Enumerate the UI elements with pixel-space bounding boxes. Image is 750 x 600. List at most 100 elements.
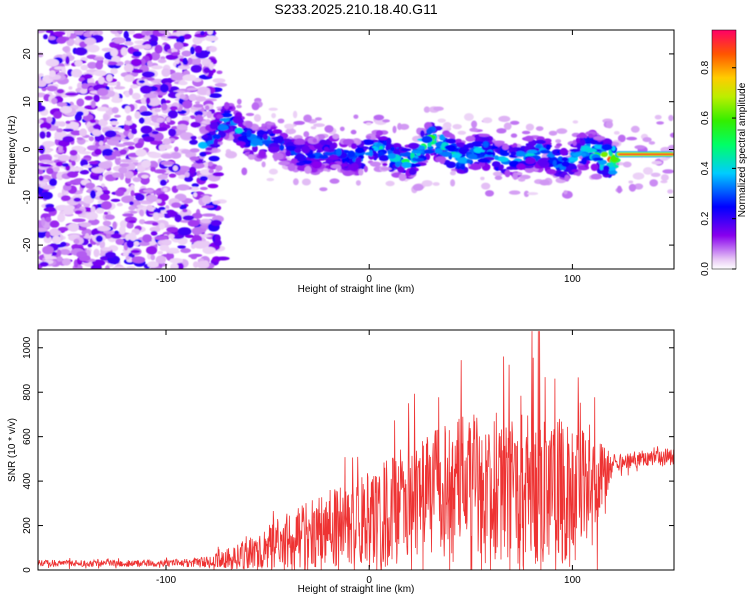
spectrogram-ridge-blob <box>323 151 335 155</box>
spectrogram-ridge-blob <box>261 140 272 145</box>
spectrogram-ridge-blob <box>414 158 425 162</box>
spectrogram-noise-blob <box>80 64 89 71</box>
spectrogram-noise-blob <box>165 100 171 104</box>
spectrogram-halo-blob <box>660 180 668 184</box>
spectrogram-noise-blob <box>122 252 129 257</box>
spectrogram-halo-blob <box>382 119 390 123</box>
spectrogram-ridge-blob <box>433 126 443 131</box>
spectrogram-noise-blob <box>136 204 144 208</box>
spectrogram-noise-blob <box>191 162 205 169</box>
spectrogram-noise-blob <box>106 74 113 83</box>
spectrogram-ridge-blob <box>479 152 485 156</box>
spectrogram-ridge-blob <box>580 152 587 157</box>
spectrogram-noise-blob <box>110 68 118 75</box>
spectrogram-noise-blob <box>90 190 96 199</box>
spectrogram-noise-blob <box>87 61 98 69</box>
spectrogram-noise-blob <box>190 46 195 55</box>
spectrogram-halo-blob <box>261 161 266 168</box>
spectrogram-noise-blob <box>146 245 158 255</box>
spectrogram-noise-blob <box>151 222 159 226</box>
spectrogram-noise-blob <box>166 209 175 214</box>
spectrogram-noise-blob <box>103 59 109 65</box>
spectrogram-noise-blob <box>39 131 46 139</box>
spectrogram-noise-blob <box>101 47 114 52</box>
spectrogram-ridge-blob <box>364 152 374 156</box>
spectrogram-noise-blob <box>143 189 154 193</box>
spectrogram-noise-blob <box>170 263 179 269</box>
spectrogram-ridge-blob <box>285 150 291 157</box>
spectrogram-ridge-blob <box>594 143 603 150</box>
spectrogram-noise-blob <box>123 30 129 39</box>
spectrogram-y-tick-label: 10 <box>22 96 33 108</box>
spectrogram-halo-blob <box>626 136 638 141</box>
spectrogram-noise-blob <box>171 51 181 56</box>
spectrogram-halo-blob <box>548 130 558 136</box>
spectrogram-noise-blob <box>158 213 165 218</box>
spectrogram-noise-blob <box>123 124 130 132</box>
spectrogram-noise-blob <box>38 119 44 124</box>
spectrogram-halo-blob <box>628 183 637 192</box>
spectrogram-halo-blob <box>651 160 663 165</box>
spectrogram-halo-blob <box>523 190 530 197</box>
spectrogram-noise-blob <box>182 100 193 109</box>
spectrogram-noise-blob <box>116 202 123 207</box>
spectrogram-noise-blob <box>72 218 86 223</box>
spectrogram-ridge-blob <box>545 144 551 151</box>
spectrogram-noise-blob <box>195 101 200 105</box>
spectrogram-ridge-blob <box>572 152 582 157</box>
snr-y-tick-label: 200 <box>22 517 33 534</box>
spectrogram-halo-blob <box>440 126 447 131</box>
colorbar-tick-label: 0.6 <box>700 111 711 125</box>
spectrogram-halo-blob <box>563 190 568 195</box>
spectrogram-halo-blob <box>572 120 579 124</box>
spectrogram-ridge-blob <box>258 150 267 158</box>
spectrogram-ridge-blob <box>350 166 355 171</box>
spectrogram-noise-blob <box>196 260 210 269</box>
spectrogram-halo-blob <box>365 122 372 126</box>
spectrogram-halo-blob <box>622 161 632 168</box>
spectrogram-ridge-blob <box>499 164 504 170</box>
spectrogram-halo-blob <box>654 114 662 120</box>
snr-y-tick-label: 600 <box>22 428 33 445</box>
spectrogram-noise-blob <box>74 47 88 56</box>
spectrogram-noise-blob <box>169 106 178 111</box>
spectrogram-noise-blob <box>157 193 169 202</box>
spectrogram-halo-blob <box>656 121 664 125</box>
spectrogram-noise-blob <box>112 266 127 269</box>
spectrogram-noise-blob <box>55 161 64 167</box>
snr-panel: -100 0 100 0 200 400 600 800 1000 Height of str… <box>7 329 675 595</box>
spectrogram-noise-blob <box>201 213 216 217</box>
spectrogram-halo-blob <box>667 144 674 152</box>
spectrogram-ridge-blob <box>421 135 433 144</box>
spectrogram-halo-blob <box>329 178 340 184</box>
spectrogram-noise-blob <box>195 96 207 102</box>
spectrogram-noise-blob <box>114 114 121 118</box>
spectrogram-noise-blob <box>200 224 211 229</box>
spectrogram-noise-blob <box>205 35 219 42</box>
spectrogram-ridge-blob <box>411 163 422 167</box>
spectrogram-noise-blob <box>140 85 153 94</box>
spectrogram-halo-blob <box>535 126 544 131</box>
spectrogram-ridge-blob <box>375 130 384 136</box>
spectrogram-ridge-blob <box>502 144 509 151</box>
spectrogram-noise-blob <box>209 93 222 99</box>
spectrogram-noise-blob <box>182 215 195 221</box>
spectrogram-noise-blob <box>184 234 194 238</box>
spectrogram-noise-blob <box>178 65 191 70</box>
spectrogram-noise-blob <box>131 69 144 74</box>
spectrogram-noise-blob <box>148 122 160 126</box>
spectrogram-noise-blob <box>69 149 78 156</box>
spectrogram-noise-blob <box>45 203 55 209</box>
spectrogram-noise-blob <box>68 223 79 232</box>
spectrogram-ridge-blob <box>397 166 405 173</box>
spectrogram-ridge-blob <box>477 158 490 163</box>
spectrogram-ridge-blob <box>427 142 432 147</box>
spectrogram-halo-blob <box>266 177 275 182</box>
spectrogram-noise-blob <box>124 119 133 126</box>
spectrogram-x-tick-label: 0 <box>366 274 372 285</box>
spectrogram-noise-blob <box>206 90 211 97</box>
spectrogram-noise-blob <box>138 117 145 124</box>
spectrogram-halo-blob <box>648 141 656 145</box>
spectrogram-ridge-blob <box>580 139 586 147</box>
spectrogram-halo-blob <box>253 114 262 122</box>
